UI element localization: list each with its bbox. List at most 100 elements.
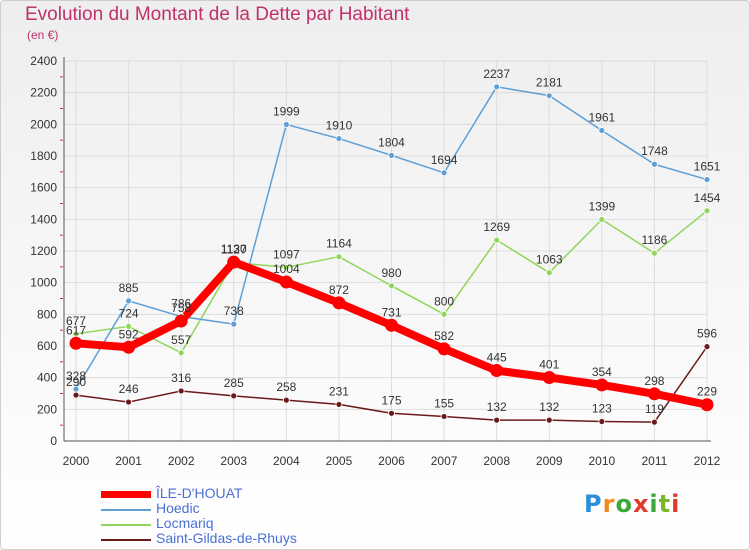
- y-tick-label: 1600: [30, 181, 57, 195]
- data-point: [335, 135, 343, 142]
- data-point: [703, 176, 711, 183]
- data-label: 1004: [273, 262, 300, 276]
- chart-subtitle: (en €): [27, 28, 59, 42]
- data-point: [279, 275, 293, 289]
- proxiti-logo: Proxiti: [584, 490, 681, 518]
- data-label: 328: [66, 369, 86, 383]
- x-tick-label: 2002: [168, 454, 195, 468]
- data-label: 738: [224, 304, 244, 318]
- data-point: [335, 401, 343, 408]
- x-tick-label: 2001: [115, 454, 142, 468]
- x-tick-label: 2009: [536, 454, 563, 468]
- data-point: [700, 398, 714, 412]
- data-point: [69, 336, 83, 350]
- data-point: [703, 207, 711, 215]
- data-label: 445: [487, 351, 507, 365]
- y-tick-label: 0: [50, 434, 57, 448]
- data-point: [227, 255, 241, 269]
- data-label: 1186: [642, 233, 668, 247]
- data-point: [174, 314, 188, 328]
- y-tick-label: 600: [37, 339, 57, 353]
- axes: 0 200 400 600 800 1000 1200 1400 1600 1800 2000 220…: [30, 54, 720, 468]
- data-label: 1127: [221, 243, 247, 257]
- data-label: 155: [434, 396, 454, 410]
- data-label: 980: [381, 266, 401, 280]
- data-label: 231: [329, 384, 349, 398]
- data-label: 1454: [694, 191, 721, 205]
- data-point: [230, 320, 238, 328]
- data-label: 786: [171, 297, 191, 311]
- data-point: [72, 391, 80, 399]
- data-label: 229: [697, 385, 717, 399]
- data-point: [437, 342, 451, 356]
- data-point: [598, 418, 606, 425]
- x-tick-label: 2005: [326, 454, 353, 468]
- data-point: [125, 398, 132, 406]
- data-point: [332, 296, 346, 310]
- y-tick-label: 200: [37, 402, 57, 416]
- data-point: [440, 169, 448, 177]
- data-label: 1164: [326, 237, 352, 251]
- data-label: 582: [434, 329, 454, 343]
- data-label: 354: [592, 365, 612, 379]
- data-point: [545, 416, 553, 424]
- legend-label: ÎLE-D'HOUAT: [156, 485, 243, 501]
- data-point: [122, 340, 136, 354]
- data-label: 677: [66, 314, 86, 328]
- x-tick-label: 2003: [220, 454, 247, 468]
- data-point: [125, 297, 132, 305]
- legend-swatch: [101, 539, 151, 541]
- y-tick-label: 1200: [30, 244, 57, 258]
- data-label: 1910: [326, 119, 353, 133]
- legend-swatch: [101, 491, 151, 498]
- x-tick-label: 2007: [431, 454, 458, 468]
- data-point: [282, 396, 290, 404]
- data-point: [72, 385, 80, 393]
- data-point: [440, 310, 448, 318]
- data-label: 1999: [273, 104, 300, 118]
- data-point: [493, 416, 501, 424]
- data-point: [440, 413, 448, 420]
- x-tick-label: 2012: [694, 454, 721, 468]
- data-point: [545, 269, 553, 277]
- data-label: 617: [66, 323, 86, 337]
- series-lines: [69, 83, 714, 426]
- data-point: [177, 349, 185, 357]
- data-label: 872: [329, 283, 349, 297]
- legend-swatch: [101, 524, 151, 526]
- data-point: [651, 249, 658, 257]
- y-tick-label: 2400: [30, 54, 57, 68]
- data-label: 401: [539, 358, 559, 372]
- x-tick-label: 2010: [588, 454, 615, 468]
- data-label: 123: [592, 402, 612, 416]
- y-tick-label: 1400: [30, 212, 57, 226]
- data-label: 246: [119, 382, 139, 396]
- data-point: [282, 263, 290, 271]
- data-point: [647, 387, 661, 401]
- data-label: 175: [381, 393, 401, 407]
- data-label: 1804: [378, 135, 405, 149]
- data-label: 557: [171, 333, 191, 347]
- data-point: [125, 322, 132, 330]
- data-label: 758: [171, 301, 191, 315]
- x-tick-label: 2000: [63, 454, 90, 468]
- data-point: [335, 253, 343, 261]
- x-tick-label: 2006: [378, 454, 405, 468]
- legend-label: Locmariq: [156, 515, 214, 531]
- data-label: 731: [381, 305, 401, 319]
- data-label: 1748: [641, 144, 668, 158]
- data-point: [493, 83, 501, 91]
- data-label: 298: [644, 374, 664, 388]
- data-point: [545, 92, 553, 100]
- x-tick-label: 2011: [642, 454, 668, 468]
- y-tick-label: 2200: [30, 86, 57, 100]
- y-tick-label: 800: [37, 307, 57, 321]
- data-label: 885: [119, 281, 139, 295]
- data-point: [385, 318, 398, 332]
- data-point: [595, 378, 609, 392]
- data-point: [177, 387, 185, 395]
- y-tick-label: 400: [37, 371, 57, 385]
- data-point: [388, 282, 395, 290]
- chart-title: Evolution du Montant de la Dette par Hab…: [25, 4, 410, 25]
